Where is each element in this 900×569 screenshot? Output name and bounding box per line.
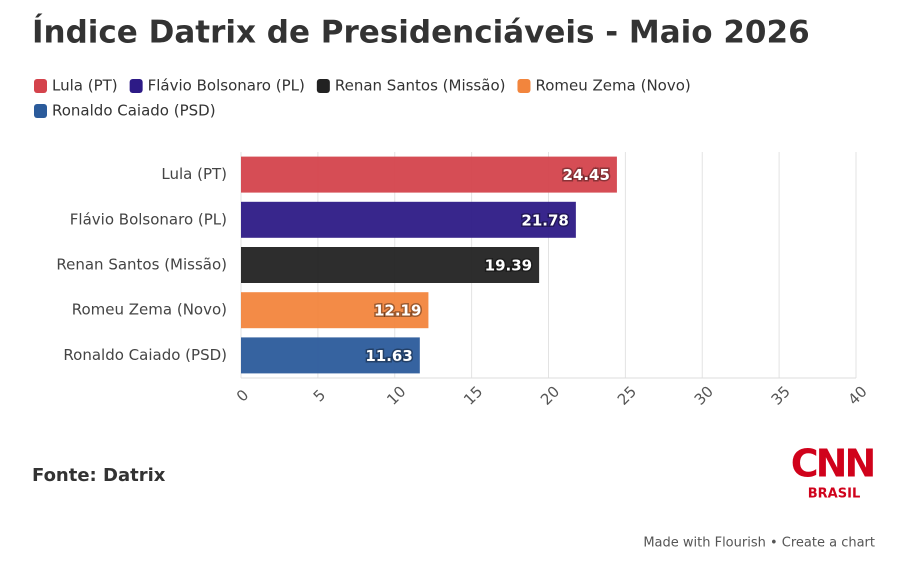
legend-label: Flávio Bolsonaro (PL) [148, 77, 305, 95]
logo: CNN [791, 442, 874, 486]
bar [241, 201, 576, 238]
chart-title: Índice Datrix de Presidenciáveis - Maio … [32, 15, 810, 51]
value-label: 12.19 [374, 302, 421, 320]
legend-swatch [34, 104, 47, 118]
value-label: 24.45 [562, 166, 609, 184]
logo-sub: BRASIL [808, 487, 860, 502]
y-tick-label: Ronaldo Caiado (PSD) [63, 346, 227, 364]
legend-swatch [129, 79, 143, 93]
y-tick-label: Lula (PT) [161, 165, 227, 183]
legend-label: Romeu Zema (Novo) [535, 77, 690, 95]
x-tick-label: 30 [691, 383, 717, 409]
bar [241, 156, 617, 193]
value-label: 19.39 [485, 257, 532, 275]
x-tick-label: 10 [383, 383, 409, 409]
x-tick-label: 40 [845, 383, 871, 409]
x-tick-label: 25 [614, 383, 640, 409]
credit[interactable]: Made with Flourish • Create a chart [643, 536, 875, 551]
x-tick-label: 0 [233, 386, 252, 405]
x-tick-label: 20 [537, 383, 563, 409]
y-tick-label: Renan Santos (Missão) [56, 256, 227, 274]
bar [241, 292, 429, 329]
y-tick-label: Flávio Bolsonaro (PL) [70, 210, 227, 228]
value-label: 21.78 [521, 211, 568, 229]
source: Fonte: Datrix [32, 465, 166, 486]
legend-label: Ronaldo Caiado (PSD) [52, 102, 216, 120]
bar [241, 337, 420, 374]
legend-swatch [316, 79, 330, 93]
x-tick-label: 5 [310, 386, 329, 405]
y-tick-label: Romeu Zema (Novo) [72, 301, 227, 319]
x-tick-label: 15 [460, 383, 486, 409]
value-label: 11.63 [365, 347, 412, 365]
legend-label: Renan Santos (Missão) [335, 77, 506, 95]
legend-swatch [34, 79, 47, 93]
x-tick-label: 35 [768, 383, 794, 409]
legend-swatch [517, 79, 531, 93]
legend-label: Lula (PT) [52, 77, 118, 95]
bar [241, 247, 540, 283]
